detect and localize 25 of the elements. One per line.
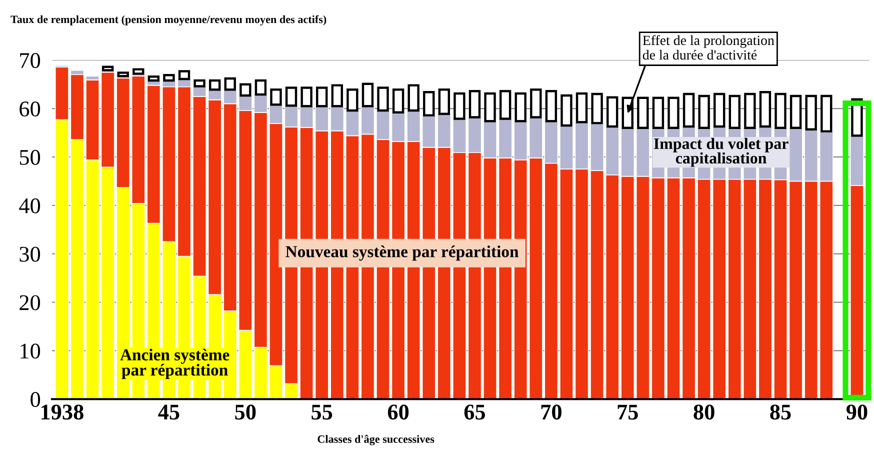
y-tick-label: 30 [20,246,40,262]
y-tick-label: 50 [20,150,40,165]
y-tick-label: 20 [20,295,40,310]
x-tick-label: 1938 [42,404,84,420]
x-tick-label: 50 [235,404,256,420]
y-tick-label: 40 [19,198,40,214]
x-tick-label: 75 [618,404,638,420]
x-tick-label: 90 [846,404,868,420]
x-tick-label: 60 [388,404,409,420]
annotation: Effet de la prolongation de la durée d'activité [642,35,774,60]
chart-title: Taux de remplacement (pension moyenne/revenu moyen des actifs) [10,15,326,26]
x-axis-title: Classes d'âge successives [318,434,434,446]
annotation: Nouveau système par répartition [286,246,519,261]
annotation: Ancien système par répartition [120,348,230,380]
x-tick-label: 85 [770,404,791,420]
y-tick-label: 10 [20,344,40,359]
x-tick-label: 65 [464,404,486,420]
x-tick-label: 80 [694,404,714,420]
y-tick-label: 70 [20,53,40,68]
x-tick-label: 55 [312,404,332,420]
y-tick-label: 0 [30,392,40,408]
annotation: Impact du volet par capitalisation [654,138,788,167]
x-tick-label: 70 [541,404,562,420]
x-tick-label: 45 [158,404,180,420]
y-tick-label: 60 [20,101,40,116]
